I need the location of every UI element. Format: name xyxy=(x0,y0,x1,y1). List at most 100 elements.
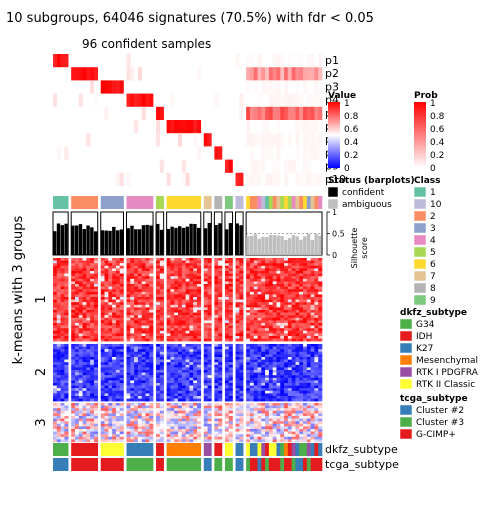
heatmap-cell xyxy=(196,367,202,371)
prob-cell xyxy=(78,67,83,81)
legend-title: Prob xyxy=(414,91,438,101)
heatmap-cell xyxy=(218,375,223,378)
heatmap-cell xyxy=(178,383,183,386)
heatmap-cell xyxy=(56,344,61,347)
heatmap-cell xyxy=(310,377,315,381)
heatmap-cell xyxy=(149,333,154,337)
silhouette-bar xyxy=(196,227,201,255)
heatmap-cell xyxy=(257,405,262,409)
heatmap-cell xyxy=(193,436,198,440)
heatmap-cell xyxy=(287,265,292,269)
heatmap-cell xyxy=(306,423,311,427)
heatmap-cell xyxy=(239,370,244,373)
heatmap-cell xyxy=(291,263,296,266)
heatmap-cell xyxy=(126,388,131,391)
heatmap-cell xyxy=(159,357,164,360)
heatmap-cell xyxy=(112,325,117,329)
heatmap-cell xyxy=(100,330,105,334)
heatmap-cell xyxy=(214,312,219,316)
heatmap-cell xyxy=(189,421,194,424)
heatmap-cell xyxy=(280,307,285,311)
heatmap-cell xyxy=(156,385,161,389)
heatmap-cell xyxy=(214,408,219,411)
heatmap-cell xyxy=(134,315,139,318)
heatmap-cell xyxy=(287,362,292,365)
heatmap-cell xyxy=(185,302,190,305)
heatmap-cell xyxy=(104,302,109,305)
heatmap-cell xyxy=(203,307,208,311)
prob-cell xyxy=(291,159,296,173)
heatmap-cell xyxy=(149,418,154,422)
heatmap-cell xyxy=(235,436,240,440)
heatmap-cell xyxy=(112,258,117,261)
heatmap-cell xyxy=(257,357,262,360)
heatmap-cell xyxy=(74,286,80,290)
heatmap-cell xyxy=(224,405,230,409)
heatmap-cell xyxy=(306,416,311,419)
heatmap-cell xyxy=(214,286,219,290)
heatmap-cell xyxy=(104,418,109,422)
dkfz-subtype-cell xyxy=(265,443,270,456)
heatmap-cell xyxy=(265,408,270,411)
heatmap-cell xyxy=(74,317,80,321)
heatmap-cell xyxy=(224,276,230,279)
heatmap-cell xyxy=(141,315,146,318)
heatmap-cell xyxy=(93,258,99,261)
tcga-subtype-cell xyxy=(287,458,292,471)
heatmap-cell xyxy=(280,385,285,389)
heatmap-cell xyxy=(145,281,150,285)
heatmap-cell xyxy=(82,307,87,311)
heatmap-cell xyxy=(134,336,139,339)
heatmap-cell xyxy=(185,370,190,373)
heatmap-cell xyxy=(134,330,139,334)
heatmap-cell xyxy=(119,302,124,305)
heatmap-cell xyxy=(93,320,99,324)
heatmap-cell xyxy=(284,325,289,329)
heatmap-cell xyxy=(276,398,281,402)
heatmap-cell xyxy=(145,372,150,376)
heatmap-cell xyxy=(276,354,281,358)
prob-cell xyxy=(228,159,233,173)
heatmap-cell xyxy=(228,263,233,266)
heatmap-cell xyxy=(207,423,212,427)
prob-cell xyxy=(137,93,142,107)
heatmap-cell xyxy=(115,325,120,329)
heatmap-cell xyxy=(284,265,289,269)
heatmap-cell xyxy=(134,362,139,365)
heatmap-cell xyxy=(303,426,308,430)
heatmap-cell xyxy=(265,429,270,432)
heatmap-cell xyxy=(78,338,83,342)
legend-swatch xyxy=(413,270,427,282)
legend-swatch xyxy=(413,258,427,270)
heatmap-cell xyxy=(78,286,83,290)
heatmap-cell xyxy=(159,304,164,308)
heatmap-cell xyxy=(196,416,202,419)
heatmap-cell xyxy=(90,338,95,342)
heatmap-cell xyxy=(291,344,296,347)
row-split-label: 1 xyxy=(34,295,49,303)
heatmap-cell xyxy=(280,434,285,437)
heatmap-cell xyxy=(235,338,240,342)
heatmap-cell xyxy=(93,362,99,365)
heatmap-cell xyxy=(318,317,323,321)
heatmap-cell xyxy=(239,258,244,261)
heatmap-cell xyxy=(134,431,139,435)
heatmap-cell xyxy=(86,351,91,355)
heatmap-cell xyxy=(78,385,83,389)
heatmap-cell xyxy=(261,299,266,303)
heatmap-cell xyxy=(134,408,139,411)
heatmap-cell xyxy=(174,364,179,368)
heatmap-cell xyxy=(174,390,179,394)
heatmap-cell xyxy=(299,304,304,308)
heatmap-cell xyxy=(268,370,273,373)
heatmap-cell xyxy=(126,344,131,347)
heatmap-cell xyxy=(276,333,281,337)
heatmap-cell xyxy=(246,286,251,290)
heatmap-cell xyxy=(60,429,65,432)
heatmap-cell xyxy=(272,385,277,389)
heatmap-cell xyxy=(265,299,270,303)
heatmap-cell xyxy=(228,344,233,347)
heatmap-cell xyxy=(86,364,91,368)
heatmap-cell xyxy=(145,403,150,406)
heatmap-cell xyxy=(261,359,266,363)
